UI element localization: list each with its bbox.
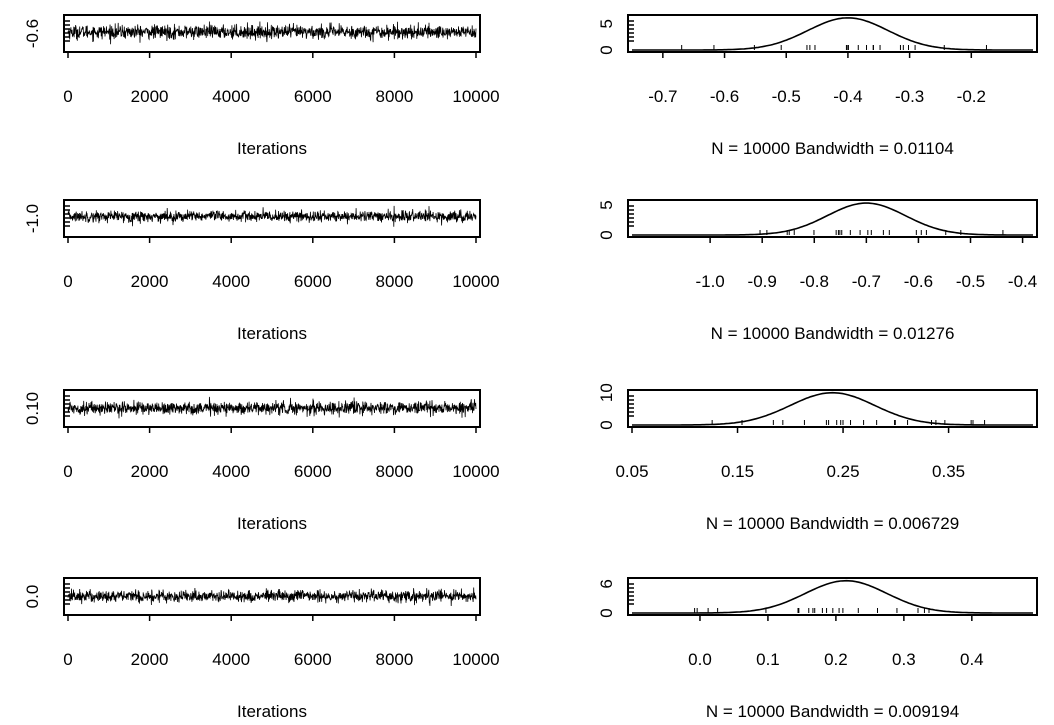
y-tick-label: 0 [597,230,616,239]
x-tick-label: 0.0 [688,650,712,669]
plot-frame [63,14,481,53]
x-tick-label: 10000 [452,272,499,291]
x-tick-label: -0.4 [1008,272,1037,291]
plot-frame [63,389,481,428]
trace-series [67,21,477,45]
y-tick-label: 0 [597,45,616,54]
y-tick-label: 10 [597,383,616,402]
x-tick-label: 2000 [131,650,169,669]
y-tick-label: 0.10 [23,392,42,425]
x-tick-label: 10000 [452,650,499,669]
x-tick-label: 0.35 [932,462,965,481]
y-tick-label: -1.0 [23,204,42,233]
x-axis-label: Iterations [237,514,307,533]
x-tick-label: -0.5 [956,272,985,291]
x-tick-label: -1.0 [695,272,724,291]
trace-series [67,205,477,227]
x-axis-label: Iterations [237,702,307,721]
x-tick-label: -0.7 [852,272,881,291]
x-tick-label: -0.3 [895,87,924,106]
plot-frame [627,577,1038,616]
density-curve [632,391,1033,426]
x-tick-label: 10000 [452,462,499,481]
x-tick-label: 8000 [375,87,413,106]
x-tick-label: 6000 [294,650,332,669]
y-tick-label: 0 [597,420,616,429]
trace-plot-3: 0 2000 4000 6000 8000 10000 0.10 Iterations [23,389,500,533]
density-curve [632,579,1033,614]
x-tick-label: 8000 [375,650,413,669]
x-tick-label: -0.2 [957,87,986,106]
density-plot-2: -1.0 -0.9 -0.8 -0.7 -0.6 -0.5 -0.4 0 5 N = 10000 … [597,199,1038,343]
x-tick-label: 8000 [375,272,413,291]
plot-frame [63,577,481,616]
y-tick-label: -0.6 [23,19,42,48]
x-tick-label: 4000 [212,462,250,481]
x-axis-label: N = 10000 Bandwidth = 0.01104 [711,139,954,158]
x-tick-label: 0.25 [827,462,860,481]
y-tick-label: 0 [597,608,616,617]
y-tick-label: 0.0 [23,585,42,609]
plot-frame [627,389,1038,428]
plot-frame [627,199,1038,238]
density-plot-1: -0.7 -0.6 -0.5 -0.4 -0.3 -0.2 0 5 N = 10000 Band… [597,14,1038,158]
x-tick-label: -0.4 [833,87,862,106]
trace-series [67,587,477,607]
x-tick-label: 0 [63,272,72,291]
x-tick-label: 0 [63,87,72,106]
trace-series [67,396,477,419]
x-tick-label: 0.1 [756,650,780,669]
y-tick-label: 6 [597,579,616,588]
x-tick-label: 4000 [212,272,250,291]
x-tick-label: -0.5 [772,87,801,106]
density-plot-4: 0.0 0.1 0.2 0.3 0.4 0 6 N = 10000 Bandwidth = 0… [597,577,1038,721]
y-tick-label: 5 [597,19,616,28]
x-tick-label: 0 [63,462,72,481]
x-axis-label: N = 10000 Bandwidth = 0.009194 [706,702,959,721]
density-curve [632,17,1033,51]
x-tick-label: 6000 [294,462,332,481]
x-tick-label: 2000 [131,87,169,106]
x-tick-label: 6000 [294,87,332,106]
x-tick-label: -0.9 [748,272,777,291]
trace-plot-4: 0 2000 4000 6000 8000 10000 0.0 Iterations [23,577,500,721]
x-tick-label: 0.05 [615,462,648,481]
x-tick-label: 2000 [131,272,169,291]
density-curve [632,202,1033,236]
plot-frame [63,199,481,238]
x-tick-label: 0.3 [892,650,916,669]
plot-frame [627,14,1038,53]
x-axis-label: Iterations [237,324,307,343]
x-tick-label: -0.6 [904,272,933,291]
x-tick-label: 4000 [212,87,250,106]
x-tick-label: 0.15 [721,462,754,481]
x-tick-label: 2000 [131,462,169,481]
x-tick-label: -0.7 [648,87,677,106]
x-tick-label: 0.2 [824,650,848,669]
trace-plot-2: 0 2000 4000 6000 8000 10000 -1.0 Iterations [23,199,500,343]
x-tick-label: 4000 [212,650,250,669]
x-axis-label: Iterations [237,139,307,158]
x-tick-label: -0.6 [710,87,739,106]
x-tick-label: 6000 [294,272,332,291]
x-axis-label: N = 10000 Bandwidth = 0.006729 [706,514,959,533]
x-tick-label: 8000 [375,462,413,481]
trace-plot-1: 0 2000 4000 6000 8000 10000 -0.6 Iterations [23,14,500,158]
density-plot-3: 0.05 0.15 0.25 0.35 0 10 N = 10000 Bandwidth =… [597,383,1038,533]
x-tick-label: 10000 [452,87,499,106]
x-tick-label: 0.4 [960,650,984,669]
x-tick-label: 0 [63,650,72,669]
x-tick-label: -0.8 [800,272,829,291]
x-axis-label: N = 10000 Bandwidth = 0.01276 [711,324,955,343]
y-tick-label: 5 [597,200,616,209]
